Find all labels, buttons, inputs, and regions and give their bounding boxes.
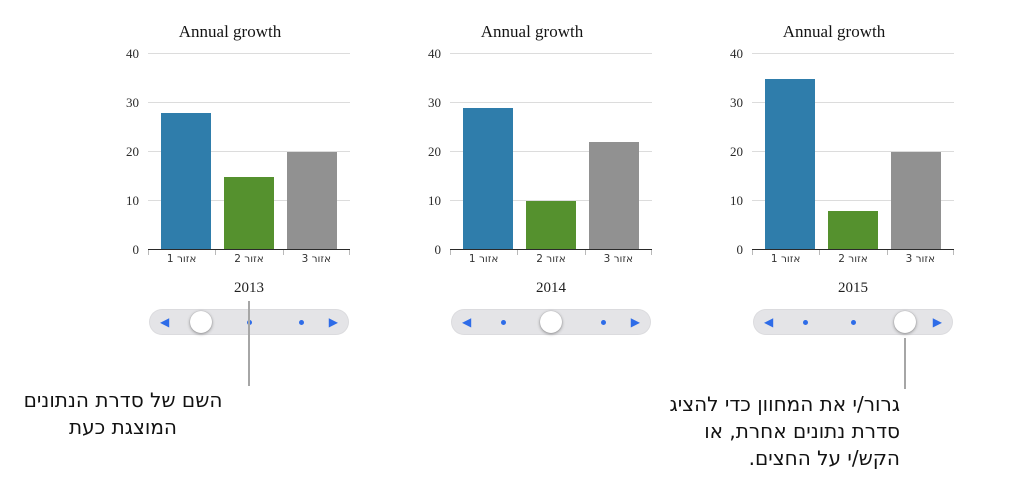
callout-line-series-name [248, 301, 250, 386]
gridline [148, 53, 350, 54]
bar-region-1 [765, 78, 815, 250]
chart-panel-2: Annual growth 0 10 20 30 40 אזור 1 אזור 2 אזור… [412, 20, 653, 335]
gridline [450, 53, 652, 54]
bar-region-2 [828, 210, 878, 250]
y-tick-label: 20 [126, 144, 139, 159]
plot-area [450, 53, 652, 250]
slider-position-dot [850, 319, 856, 325]
y-tick-label: 0 [132, 242, 140, 257]
y-axis: 0 10 20 30 40 [714, 47, 752, 257]
category-label: אזור 3 [886, 250, 955, 269]
category-label: אזור 1 [450, 250, 517, 269]
y-tick-label: 10 [126, 193, 139, 208]
category-label: אזור 3 [584, 250, 653, 269]
x-axis-line [450, 249, 652, 250]
x-axis-labels: אזור 1 אזור 2 אזור 3 [752, 250, 955, 269]
y-axis: 0 10 20 30 40 [412, 47, 450, 257]
y-tick-label: 30 [428, 95, 441, 110]
gridline [752, 200, 954, 201]
y-tick-label: 20 [730, 144, 743, 159]
next-arrow-icon[interactable]: ▶ [630, 315, 640, 329]
x-axis-line [752, 249, 954, 250]
series-name-label: 2014 [536, 280, 566, 296]
slider-position-dot [802, 319, 808, 325]
y-axis: 0 10 20 30 40 [110, 47, 148, 257]
gridline [450, 151, 652, 152]
gridline [450, 102, 652, 103]
bar-region-3 [287, 152, 337, 250]
category-label: אזור 2 [819, 250, 886, 269]
slider-position-dot [600, 319, 606, 325]
gridline [752, 53, 954, 54]
chart-title: Annual growth [480, 22, 584, 41]
prev-arrow-icon[interactable]: ◀ [462, 315, 472, 329]
slider-position-dot [298, 319, 304, 325]
chart-panel-1: Annual growth 0 10 20 30 40 אזור 1 אזור 2 אזור… [110, 20, 351, 335]
x-axis-labels: אזור 1 אזור 2 אזור 3 [450, 250, 653, 269]
bars [752, 54, 954, 250]
chart-body: 0 10 20 30 40 [714, 47, 954, 257]
slider-thumb[interactable] [894, 311, 916, 333]
bar-region-3 [589, 142, 639, 250]
y-tick-label: 20 [428, 144, 441, 159]
chart-body: 0 10 20 30 40 [110, 47, 350, 257]
y-tick-label: 40 [126, 46, 139, 61]
slider-thumb[interactable] [540, 311, 562, 333]
category-label: אזור 1 [752, 250, 819, 269]
y-tick-label: 10 [730, 193, 743, 208]
annotation-line: המוצגת כעת [69, 415, 177, 439]
slider-thumb[interactable] [190, 311, 212, 333]
y-tick-label: 40 [730, 46, 743, 61]
y-tick-label: 30 [730, 95, 743, 110]
gridline [752, 151, 954, 152]
annotation-series-name: השם של סדרת הנתונים המוצגת כעת [8, 387, 238, 441]
gridline [752, 102, 954, 103]
slider-position-dot [500, 319, 506, 325]
annotation-line: גרור/י את המחוון כדי להציג [669, 392, 900, 416]
annotation-line: השם של סדרת הנתונים [23, 388, 223, 412]
series-name-label: 2013 [234, 280, 264, 296]
annotation-line: סדרת נתונים אחרת, או [704, 419, 900, 443]
series-name-label: 2015 [838, 280, 868, 296]
category-label: אזור 2 [517, 250, 584, 269]
bar-region-2 [526, 201, 576, 250]
y-tick-label: 30 [126, 95, 139, 110]
y-tick-label: 0 [434, 242, 442, 257]
chart-title: Annual growth [178, 22, 282, 41]
next-arrow-icon[interactable]: ▶ [932, 315, 942, 329]
y-tick-label: 40 [428, 46, 441, 61]
plot-area [148, 53, 350, 250]
annotation-line: הקש/י על החצים. [748, 446, 900, 470]
category-label: אזור 2 [215, 250, 282, 269]
gridline [148, 151, 350, 152]
y-tick-label: 0 [736, 242, 744, 257]
bars [450, 54, 652, 250]
chart-title: Annual growth [782, 22, 886, 41]
series-slider[interactable]: ◀ ▶ [451, 309, 651, 335]
bars [148, 54, 350, 250]
bar-region-1 [161, 112, 211, 250]
category-label: אזור 1 [148, 250, 215, 269]
bar-region-2 [224, 176, 274, 250]
prev-arrow-icon[interactable]: ◀ [764, 315, 774, 329]
bar-region-1 [463, 107, 513, 250]
y-tick-label: 10 [428, 193, 441, 208]
bar-region-3 [891, 152, 941, 250]
x-axis-line [148, 249, 350, 250]
chart-panel-3: Annual growth 0 10 20 30 40 אזור 1 אזור 2 אזור… [714, 20, 955, 335]
prev-arrow-icon[interactable]: ◀ [160, 315, 170, 329]
category-label: אזור 3 [282, 250, 351, 269]
x-axis-labels: אזור 1 אזור 2 אזור 3 [148, 250, 351, 269]
annotation-slider-help: גרור/י את המחוון כדי להציג סדרת נתונים א… [600, 391, 900, 472]
callout-line-slider [904, 338, 906, 389]
next-arrow-icon[interactable]: ▶ [328, 315, 338, 329]
gridline [450, 200, 652, 201]
gridline [148, 102, 350, 103]
series-slider[interactable]: ◀ ▶ [753, 309, 953, 335]
plot-area [752, 53, 954, 250]
chart-body: 0 10 20 30 40 [412, 47, 652, 257]
